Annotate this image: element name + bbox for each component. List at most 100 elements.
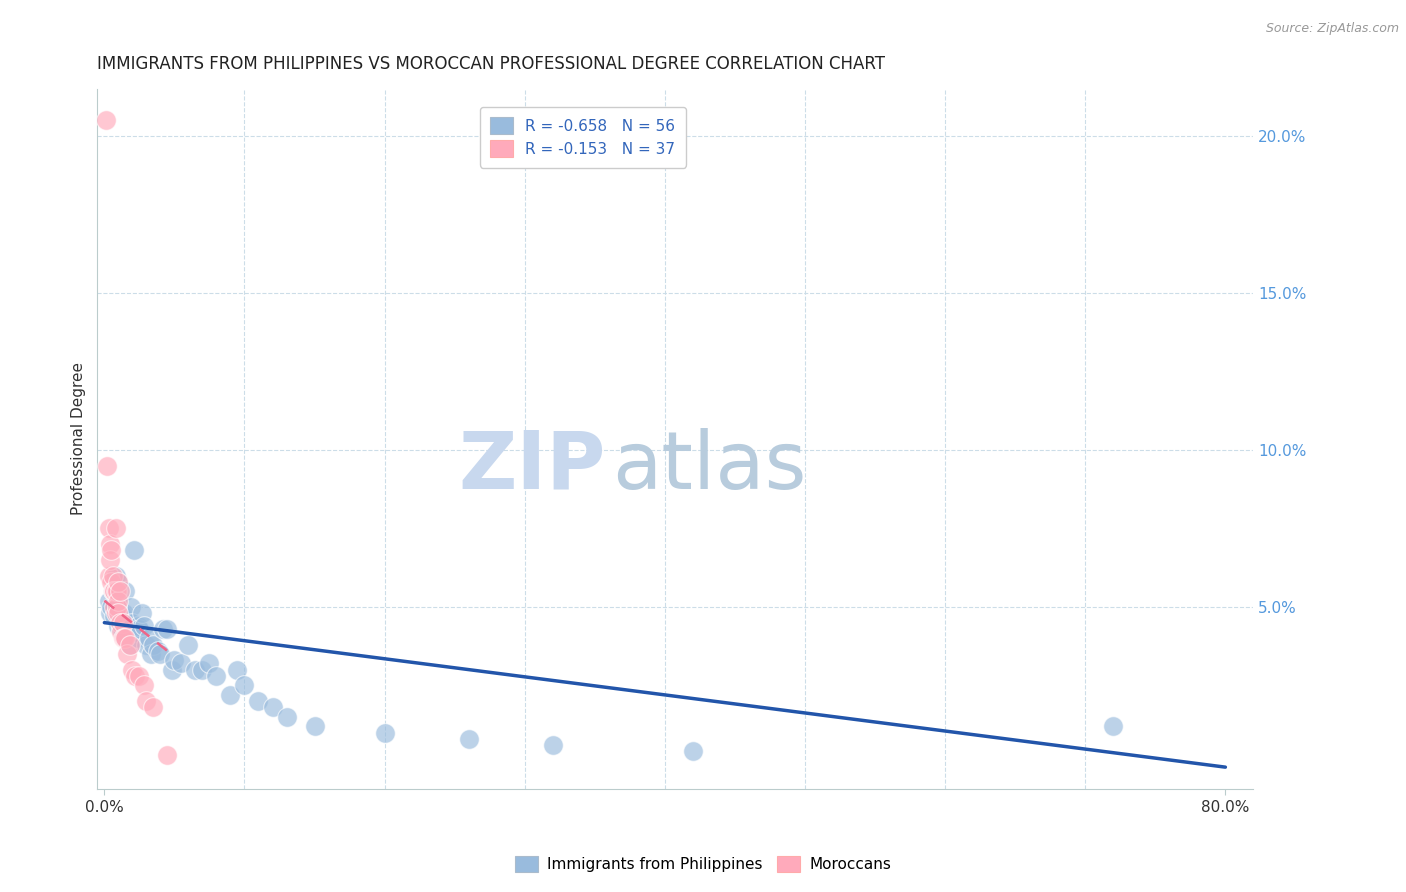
Point — [107, 619, 129, 633]
Point — [135, 694, 157, 708]
Point — [97, 593, 120, 607]
Point — [112, 632, 135, 646]
Point — [125, 632, 148, 646]
Point — [142, 638, 165, 652]
Legend: R = -0.658   N = 56, R = -0.153   N = 37: R = -0.658 N = 56, R = -0.153 N = 37 — [479, 107, 686, 168]
Point — [198, 657, 221, 671]
Point — [97, 521, 120, 535]
Text: IMMIGRANTS FROM PHILIPPINES VS MOROCCAN PROFESSIONAL DEGREE CORRELATION CHART: IMMIGRANTS FROM PHILIPPINES VS MOROCCAN … — [97, 55, 886, 73]
Point — [108, 584, 131, 599]
Point — [118, 638, 141, 652]
Point — [121, 663, 143, 677]
Point — [103, 584, 125, 599]
Point — [115, 647, 138, 661]
Point — [120, 599, 142, 614]
Point — [104, 606, 127, 620]
Point — [107, 606, 129, 620]
Point — [262, 700, 284, 714]
Point — [107, 593, 129, 607]
Point — [97, 568, 120, 582]
Point — [103, 609, 125, 624]
Point — [128, 622, 150, 636]
Point — [170, 657, 193, 671]
Point — [132, 619, 155, 633]
Point — [682, 744, 704, 758]
Point — [156, 622, 179, 636]
Point — [184, 663, 207, 677]
Point — [100, 543, 122, 558]
Point — [103, 584, 125, 599]
Point — [131, 606, 153, 620]
Point — [152, 622, 174, 636]
Point — [104, 568, 127, 582]
Point — [104, 584, 127, 599]
Point — [96, 458, 118, 473]
Point — [110, 606, 132, 620]
Point — [219, 688, 242, 702]
Point — [94, 113, 117, 128]
Point — [138, 632, 160, 646]
Legend: Immigrants from Philippines, Moroccans: Immigrants from Philippines, Moroccans — [508, 848, 898, 880]
Point — [101, 584, 124, 599]
Point — [98, 606, 121, 620]
Point — [117, 615, 139, 630]
Point — [276, 710, 298, 724]
Point — [114, 632, 136, 646]
Point — [146, 644, 169, 658]
Point — [101, 584, 124, 599]
Point — [128, 669, 150, 683]
Point — [105, 584, 128, 599]
Text: Source: ZipAtlas.com: Source: ZipAtlas.com — [1265, 22, 1399, 36]
Y-axis label: Professional Degree: Professional Degree — [72, 362, 86, 516]
Point — [111, 625, 134, 640]
Point — [142, 700, 165, 714]
Point — [101, 568, 124, 582]
Point — [104, 521, 127, 535]
Text: ZIP: ZIP — [458, 428, 606, 506]
Point — [191, 663, 214, 677]
Point — [124, 669, 146, 683]
Point — [1102, 719, 1125, 733]
Point — [110, 625, 132, 640]
Point — [114, 584, 136, 599]
Point — [124, 625, 146, 640]
Point — [110, 622, 132, 636]
Point — [156, 747, 179, 762]
Point — [247, 694, 270, 708]
Point — [115, 625, 138, 640]
Point — [457, 731, 479, 746]
Point — [233, 678, 256, 692]
Point — [304, 719, 326, 733]
Point — [226, 663, 249, 677]
Point — [139, 647, 162, 661]
Point — [98, 537, 121, 551]
Point — [163, 653, 186, 667]
Point — [177, 638, 200, 652]
Point — [100, 599, 122, 614]
Point — [135, 638, 157, 652]
Point — [111, 615, 134, 630]
Point — [541, 738, 564, 752]
Point — [160, 663, 183, 677]
Point — [108, 613, 131, 627]
Point — [107, 574, 129, 589]
Point — [107, 574, 129, 589]
Point — [205, 669, 228, 683]
Point — [114, 632, 136, 646]
Point — [111, 632, 134, 646]
Point — [105, 599, 128, 614]
Point — [118, 638, 141, 652]
Point — [122, 543, 145, 558]
Point — [112, 606, 135, 620]
Point — [127, 619, 149, 633]
Point — [108, 615, 131, 630]
Point — [103, 599, 125, 614]
Point — [105, 599, 128, 614]
Point — [121, 615, 143, 630]
Point — [100, 574, 122, 589]
Point — [149, 647, 172, 661]
Point — [132, 678, 155, 692]
Text: atlas: atlas — [612, 428, 806, 506]
Point — [374, 725, 396, 739]
Point — [98, 553, 121, 567]
